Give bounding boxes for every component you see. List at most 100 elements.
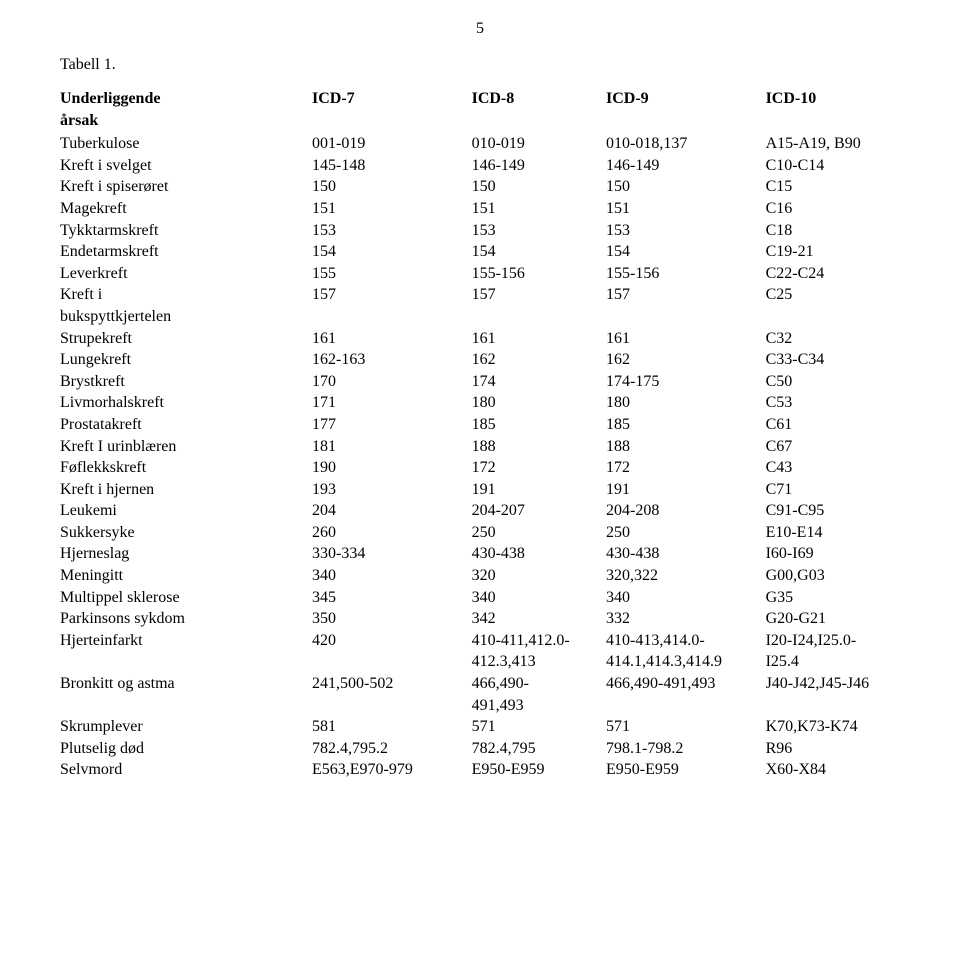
table-row: Endetarmskreft154154154C19-21 <box>60 241 900 263</box>
cause-cell: Plutselig død <box>60 738 312 760</box>
icd7-cell: 171 <box>312 392 472 414</box>
cause-cell: Tykktarmskreft <box>60 220 312 242</box>
icd8-value: 320 <box>472 565 606 587</box>
cause-label: Kreft i hjernen <box>60 479 312 501</box>
icd8-cell: 151 <box>472 198 606 220</box>
cause-cell: Hjerteinfarkt <box>60 630 312 673</box>
icd10-cell: G00,G03 <box>766 565 900 587</box>
icd9-cell: 466,490-491,493 <box>606 673 766 716</box>
icd10-value: J40-J42,J45-J46 <box>766 673 900 695</box>
icd8-cell: 161 <box>472 328 606 350</box>
icd7-cell: 161 <box>312 328 472 350</box>
table-row: Livmorhalskreft171180180C53 <box>60 392 900 414</box>
icd8-cell: 250 <box>472 522 606 544</box>
icd10-value: C22-C24 <box>766 263 900 285</box>
table-row: Magekreft151151151C16 <box>60 198 900 220</box>
icd9-value: 430-438 <box>606 543 766 565</box>
icd10-value: G35 <box>766 587 900 609</box>
cause-label: Meningitt <box>60 565 312 587</box>
icd9-value: 146-149 <box>606 155 766 177</box>
icd7-cell: 157 <box>312 284 472 327</box>
table-row: Tykktarmskreft153153153C18 <box>60 220 900 242</box>
icd7-cell: 170 <box>312 371 472 393</box>
table-row: Kreft i spiserøret150150150C15 <box>60 176 900 198</box>
icd7-cell: 350 <box>312 608 472 630</box>
cause-cell: Parkinsons sykdom <box>60 608 312 630</box>
icd10-cell: C91-C95 <box>766 500 900 522</box>
table-row: Leverkreft155155-156155-156C22-C24 <box>60 263 900 285</box>
icd8-cell: 342 <box>472 608 606 630</box>
cause-label: Plutselig død <box>60 738 312 760</box>
table-row: Parkinsons sykdom350342332G20-G21 <box>60 608 900 630</box>
icd9-cell: 798.1-798.2 <box>606 738 766 760</box>
icd10-cell: E10-E14 <box>766 522 900 544</box>
cause-label: Leukemi <box>60 500 312 522</box>
table-body: Tuberkulose001-019010-019010-018,137A15-… <box>60 133 900 781</box>
icd7-cell: 153 <box>312 220 472 242</box>
cause-cell: Bronkitt og astma <box>60 673 312 716</box>
icd7-cell: 145-148 <box>312 155 472 177</box>
icd8-value: 180 <box>472 392 606 414</box>
icd7-cell: 001-019 <box>312 133 472 155</box>
cause-label-line2: bukspyttkjertelen <box>60 306 312 328</box>
icd8-value: 188 <box>472 436 606 458</box>
icd10-cell: C22-C24 <box>766 263 900 285</box>
icd9-value: 188 <box>606 436 766 458</box>
icd9-cell: 172 <box>606 457 766 479</box>
table-row: Multippel sklerose345340340G35 <box>60 587 900 609</box>
icd9-value: 155-156 <box>606 263 766 285</box>
icd9-cell: 410-413,414.0-414.1,414.3,414.9 <box>606 630 766 673</box>
icd7-cell: 204 <box>312 500 472 522</box>
icd9-cell: 250 <box>606 522 766 544</box>
icd8-value: 174 <box>472 371 606 393</box>
cause-cell: Selvmord <box>60 759 312 781</box>
icd9-cell: 174-175 <box>606 371 766 393</box>
icd9-cell: 191 <box>606 479 766 501</box>
icd10-value: C61 <box>766 414 900 436</box>
cause-cell: Kreft ibukspyttkjertelen <box>60 284 312 327</box>
table-row: Kreft ibukspyttkjertelen157157157C25 <box>60 284 900 327</box>
icd9-value: 010-018,137 <box>606 133 766 155</box>
icd8-value: 162 <box>472 349 606 371</box>
cause-cell: Skrumplever <box>60 716 312 738</box>
cause-label: Multippel sklerose <box>60 587 312 609</box>
icd9-value: 162 <box>606 349 766 371</box>
icd8-cell: 571 <box>472 716 606 738</box>
icd8-value: 146-149 <box>472 155 606 177</box>
icd10-cell: A15-A19, B90 <box>766 133 900 155</box>
icd9-value: 157 <box>606 284 766 306</box>
icd10-value: K70,K73-K74 <box>766 716 900 738</box>
icd10-value: E10-E14 <box>766 522 900 544</box>
cause-label: Bronkitt og astma <box>60 673 312 695</box>
icd10-value: C16 <box>766 198 900 220</box>
icd9-cell: 150 <box>606 176 766 198</box>
cause-cell: Livmorhalskreft <box>60 392 312 414</box>
icd10-value: A15-A19, B90 <box>766 133 900 155</box>
col-header-icd7: ICD-7 <box>312 88 472 133</box>
icd8-value: 340 <box>472 587 606 609</box>
icd9-value: 151 <box>606 198 766 220</box>
icd9-value: 466,490-491,493 <box>606 673 766 695</box>
icd8-value: 410-411,412.0- <box>472 630 606 652</box>
cause-label: Parkinsons sykdom <box>60 608 312 630</box>
cause-label: Brystkreft <box>60 371 312 393</box>
icd8-cell: 188 <box>472 436 606 458</box>
icd10-value-line2: I25.4 <box>766 651 900 673</box>
table-row: Føflekkskreft190172172C43 <box>60 457 900 479</box>
icd10-value: C19-21 <box>766 241 900 263</box>
icd9-cell: 204-208 <box>606 500 766 522</box>
icd8-cell: E950-E959 <box>472 759 606 781</box>
icd8-value: 782.4,795 <box>472 738 606 760</box>
icd7-cell: 177 <box>312 414 472 436</box>
table-row: SelvmordE563,E970-979E950-E959E950-E959X… <box>60 759 900 781</box>
table-row: Meningitt340320320,322G00,G03 <box>60 565 900 587</box>
icd7-cell: 420 <box>312 630 472 673</box>
cause-cell: Leukemi <box>60 500 312 522</box>
icd9-cell: 162 <box>606 349 766 371</box>
icd9-value: 154 <box>606 241 766 263</box>
icd9-value-line2: 414.1,414.3,414.9 <box>606 651 766 673</box>
table-row: Hjerneslag330-334430-438430-438I60-I69 <box>60 543 900 565</box>
icd7-cell: 193 <box>312 479 472 501</box>
icd10-cell: X60-X84 <box>766 759 900 781</box>
cause-cell: Kreft i spiserøret <box>60 176 312 198</box>
